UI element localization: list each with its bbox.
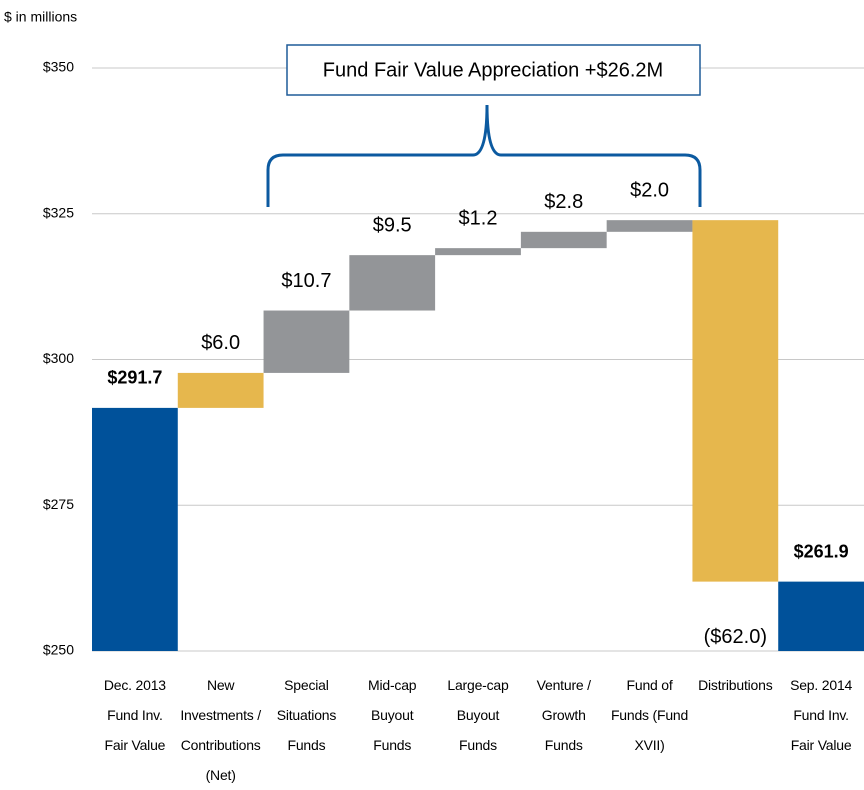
- bar: [692, 220, 779, 582]
- value-label: $6.0: [201, 332, 240, 354]
- x-tick-label: Large-cap Buyout Funds: [447, 677, 509, 753]
- x-tick-label: New Investments / Contributions (Net): [180, 677, 261, 783]
- bar: [606, 220, 693, 232]
- annotation: Fund Fair Value Appreciation +$26.2M: [286, 44, 701, 96]
- value-label: $291.7: [107, 368, 162, 388]
- y-tick-label: $250: [43, 642, 74, 658]
- x-tick-label: Dec. 2013 Fund Inv. Fair Value: [103, 677, 166, 753]
- value-label: ($62.0): [704, 626, 767, 648]
- value-label: $9.5: [373, 214, 412, 236]
- value-label: $1.2: [459, 207, 498, 229]
- y-tick-label: $300: [43, 350, 74, 366]
- value-label: $2.0: [630, 179, 669, 201]
- bar: [349, 255, 436, 311]
- bar: [177, 372, 264, 408]
- x-tick-label: Special Situations Funds: [276, 677, 337, 753]
- y-tick-label: $325: [43, 204, 74, 220]
- bar: [92, 407, 178, 651]
- annotation-text: Fund Fair Value Appreciation +$26.2M: [323, 59, 663, 81]
- bar: [778, 581, 864, 651]
- x-tick-label: Venture / Growth Funds: [536, 677, 591, 753]
- x-tick-label: Fund of Funds (Fund XVII): [610, 677, 689, 753]
- x-tick-label: Sep. 2014 Fund Inv. Fair Value: [790, 677, 853, 753]
- value-label: $2.8: [544, 191, 583, 213]
- bar: [520, 231, 607, 249]
- bar: [435, 248, 521, 256]
- x-tick-label: Mid-cap Buyout Funds: [368, 677, 417, 753]
- unit-label: $ in millions: [4, 9, 77, 25]
- y-tick-label: $275: [43, 496, 74, 512]
- x-tick-label: Distributions: [698, 677, 773, 693]
- annotation-box: [286, 44, 701, 96]
- brace: [266, 104, 702, 207]
- value-label: $10.7: [281, 270, 331, 292]
- bar: [263, 310, 350, 373]
- value-label: $261.9: [794, 541, 849, 561]
- y-tick-label: $350: [43, 59, 74, 75]
